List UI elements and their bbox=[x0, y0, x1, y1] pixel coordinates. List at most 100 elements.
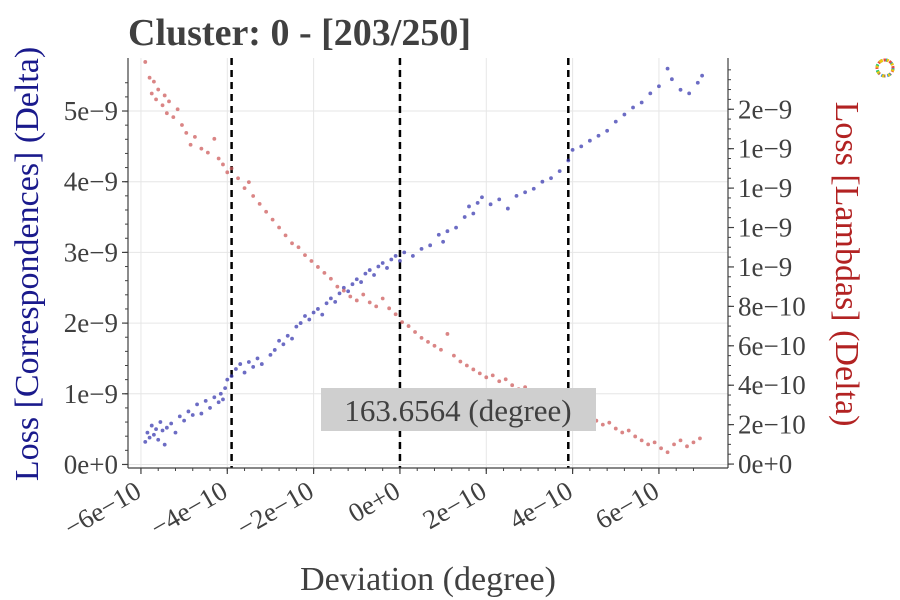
lambda-point bbox=[193, 134, 197, 139]
correspondence-point bbox=[665, 66, 670, 71]
correspondence-point bbox=[419, 246, 424, 251]
plotly-logo-icon[interactable] bbox=[874, 57, 896, 79]
correspondence-point bbox=[631, 105, 635, 110]
correspondence-point bbox=[154, 427, 158, 432]
left-y-tick-label: 3e−9 bbox=[64, 237, 118, 267]
correspondence-point bbox=[221, 397, 225, 402]
correspondence-point bbox=[223, 386, 228, 391]
lambda-point bbox=[199, 146, 204, 151]
x-tick-label: 6e−10 bbox=[590, 475, 664, 535]
right-y-tick-label: 2e−10 bbox=[738, 410, 806, 440]
lambda-point bbox=[387, 306, 392, 311]
correspondence-point bbox=[505, 206, 510, 211]
correspondence-point bbox=[225, 377, 230, 382]
correspondence-point bbox=[333, 299, 338, 304]
lambda-point bbox=[205, 150, 210, 155]
lambda-point bbox=[659, 446, 663, 451]
right-y-tick-label: 1e−9 bbox=[738, 213, 792, 243]
lambda-point bbox=[151, 79, 156, 84]
lambda-point bbox=[354, 298, 359, 303]
correspondence-point bbox=[208, 406, 212, 410]
lambda-point bbox=[212, 136, 217, 141]
correspondence-point bbox=[454, 225, 458, 230]
correspondence-point bbox=[605, 128, 610, 133]
correspondence-point bbox=[657, 84, 661, 89]
correspondence-point bbox=[251, 365, 256, 369]
correspondence-point bbox=[195, 402, 199, 407]
correspondence-point bbox=[341, 285, 346, 290]
lambda-point bbox=[613, 426, 618, 431]
correspondence-point bbox=[238, 362, 243, 366]
lambda-point bbox=[374, 304, 379, 309]
correspondence-point bbox=[613, 119, 618, 124]
lambda-point bbox=[164, 111, 169, 116]
correspondence-point bbox=[242, 370, 247, 375]
lambda-point bbox=[458, 359, 463, 364]
correspondence-point bbox=[363, 271, 368, 276]
right-y-tick-label: 8e−10 bbox=[738, 291, 806, 321]
correspondence-point bbox=[648, 91, 653, 96]
lambda-point bbox=[221, 162, 225, 167]
x-tick-label: −4e−10 bbox=[145, 475, 232, 542]
correspondence-point bbox=[281, 342, 286, 347]
right-y-tick-label: 1e−9 bbox=[738, 134, 792, 164]
correspondence-point bbox=[186, 409, 191, 414]
correspondence-point bbox=[389, 257, 394, 262]
correspondence-point bbox=[687, 91, 692, 96]
lambda-point bbox=[471, 367, 476, 372]
correspondence-point bbox=[587, 138, 592, 143]
lambda-point bbox=[413, 330, 417, 334]
lambda-point bbox=[236, 176, 240, 181]
lambda-point bbox=[180, 123, 184, 127]
correspondence-point bbox=[216, 400, 221, 405]
correspondence-point bbox=[475, 201, 480, 205]
right-y-axis-ticks: 0e+0 2e−10 4e−10 6e−10 8e−10 1e−9 1e−9 1e−9 1e−9… bbox=[728, 69, 806, 479]
lambda-point bbox=[242, 186, 247, 190]
lambda-point bbox=[620, 430, 625, 435]
correspondence-point bbox=[480, 195, 484, 200]
correspondence-point bbox=[540, 179, 545, 184]
correspondence-point bbox=[212, 395, 217, 400]
correspondence-point bbox=[445, 229, 450, 234]
lambda-point bbox=[257, 201, 262, 206]
lambda-point bbox=[419, 336, 424, 340]
lambda-point bbox=[143, 60, 148, 64]
lambda-point bbox=[626, 428, 631, 433]
annotation-box bbox=[321, 388, 596, 431]
correspondence-point bbox=[246, 360, 251, 364]
lambda-point bbox=[283, 233, 288, 238]
lambda-point bbox=[698, 436, 702, 441]
lambda-point bbox=[393, 312, 398, 317]
correspondence-point bbox=[218, 391, 223, 396]
annotation-text: 163.6564 (degree) bbox=[344, 393, 571, 428]
lambda-point bbox=[216, 156, 221, 161]
correspondence-point bbox=[190, 413, 195, 417]
right-y-tick-label: 4e−10 bbox=[738, 370, 806, 400]
lambda-point bbox=[162, 93, 167, 98]
lambda-point bbox=[652, 440, 657, 445]
correspondence-point bbox=[514, 193, 519, 198]
correspondence-point bbox=[298, 321, 303, 325]
correspondence-point bbox=[372, 273, 376, 277]
right-y-tick-label: 1e−9 bbox=[738, 252, 792, 282]
correspondence-point bbox=[570, 147, 575, 152]
correspondence-point bbox=[169, 421, 174, 426]
correspondence-point bbox=[234, 367, 238, 371]
right-y-tick-label: 6e−10 bbox=[738, 331, 806, 361]
correspondence-point bbox=[695, 80, 700, 85]
correspondence-point bbox=[182, 418, 187, 423]
lambda-point bbox=[639, 438, 644, 443]
x-tick-label: 0e+0 bbox=[343, 475, 405, 528]
lambda-point bbox=[361, 292, 366, 297]
correspondence-point bbox=[622, 112, 627, 117]
lambda-point bbox=[147, 75, 152, 80]
correspondence-point bbox=[229, 374, 234, 379]
lambda-point bbox=[167, 99, 171, 104]
right-y-tick-label: 0e+0 bbox=[738, 449, 792, 479]
right-y-axis-label: Loss [Lambdas] (Delta) bbox=[828, 102, 865, 427]
lambda-point bbox=[309, 259, 314, 263]
lambda-point bbox=[685, 444, 689, 449]
lambda-point bbox=[503, 377, 508, 382]
lambda-point bbox=[451, 353, 456, 358]
correspondence-point bbox=[311, 310, 316, 315]
